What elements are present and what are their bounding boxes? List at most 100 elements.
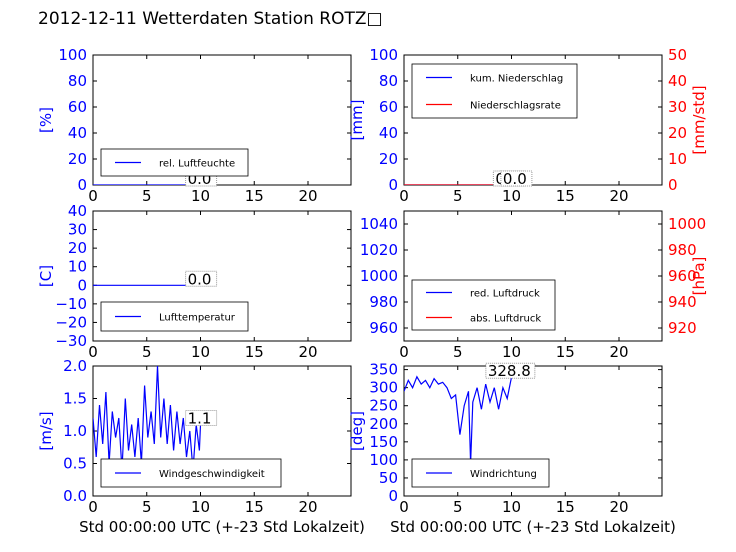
y-tick-label: 20 <box>68 239 87 257</box>
y-tick-label: 1040 <box>360 215 398 233</box>
panel-wind: 0 5 10 15 20 0.0 0.5 1.0 1.5 2.0 [m/s] Std 00:00:00… <box>37 357 365 536</box>
annotation-box <box>185 410 218 426</box>
x-tick-label: 0 <box>88 343 98 361</box>
y-tick-label: 150 <box>369 433 398 451</box>
legend-frame <box>411 63 578 119</box>
y-tick-label: 60 <box>68 98 87 116</box>
legend-label: rel. Luftfeuchte <box>159 159 235 170</box>
x-tick-label: 20 <box>298 187 317 205</box>
x-tick-label: 15 <box>245 343 264 361</box>
x-tick-label: 10 <box>191 187 210 205</box>
y-tick-label: −10 <box>55 295 87 313</box>
y-axis-label: [m/s] <box>37 411 55 450</box>
y-tick-label-right: 10 <box>668 150 687 168</box>
y-axis-label: [C] <box>37 265 55 287</box>
x-tick-label: 5 <box>453 343 463 361</box>
x-tick-label: 15 <box>556 498 575 516</box>
x-tick-label: 10 <box>191 343 210 361</box>
y-tick-label: 1.5 <box>63 390 87 408</box>
y-tick-label: 100 <box>369 46 398 64</box>
x-tick-label: 0 <box>399 187 409 205</box>
y-tick-label: 0 <box>77 276 87 294</box>
x-tick-label: 0 <box>88 498 98 516</box>
x-tick-label: 0 <box>399 498 409 516</box>
x-axis-label: Std 00:00:00 UTC (+-23 Std Lokalzeit) <box>79 518 365 536</box>
y-tick-label-right: 30 <box>668 98 687 116</box>
y-tick-label: 10 <box>68 258 87 276</box>
y-tick-label-right: 980 <box>668 241 697 259</box>
x-tick-label: 10 <box>502 498 521 516</box>
y-tick-label: 0.0 <box>63 487 87 505</box>
x-tick-label: 10 <box>502 343 521 361</box>
y-tick-label-right: 40 <box>668 72 687 90</box>
y-tick-label: 350 <box>369 361 398 379</box>
y-tick-label: 0 <box>388 487 398 505</box>
legend-label: Windrichtung <box>470 469 537 480</box>
x-tick-label: 15 <box>245 498 264 516</box>
y-tick-label: −20 <box>55 313 87 331</box>
legend-label: kum. Niederschlag <box>470 74 563 85</box>
y-tick-label: 50 <box>379 469 398 487</box>
legend: Windrichtung <box>411 458 550 488</box>
legend-label: abs. Luftdruck <box>470 314 541 325</box>
x-tick-label: 15 <box>556 187 575 205</box>
y-axis-label: [deg] <box>348 411 366 451</box>
x-tick-label: 0 <box>399 343 409 361</box>
legend-label: Lufttemperatur <box>159 313 236 324</box>
x-tick-label: 5 <box>453 187 463 205</box>
y-tick-label: 200 <box>369 415 398 433</box>
y-axis-label-right: [mm/std] <box>690 85 708 154</box>
y-tick-label-right: 1000 <box>668 215 706 233</box>
y-tick-label-right: 0 <box>668 176 678 194</box>
x-tick-label: 20 <box>609 498 628 516</box>
legend: Windgeschwindigkeit <box>100 458 282 488</box>
plot-frame <box>92 210 352 342</box>
annotation-box <box>485 362 536 379</box>
y-tick-label: −30 <box>55 332 87 350</box>
x-tick-label: 20 <box>609 187 628 205</box>
y-tick-label-right: 20 <box>668 124 687 142</box>
annotation-label: 0.0 <box>188 270 212 288</box>
y-axis-label: [mm] <box>348 100 366 141</box>
x-tick-label: 15 <box>556 343 575 361</box>
x-tick-label: 20 <box>298 343 317 361</box>
y-tick-label: 20 <box>68 150 87 168</box>
panel-pressure: 0 5 10 15 20 960 980 1000 1020 1040 920 940 960 980 10… <box>360 210 708 361</box>
y-tick-label: 20 <box>379 150 398 168</box>
y-tick-label: 60 <box>379 98 398 116</box>
x-tick-label: 5 <box>142 187 152 205</box>
legend: Lufttemperatur <box>100 301 249 332</box>
y-tick-label: 960 <box>369 319 398 337</box>
legend-label: Windgeschwindigkeit <box>159 469 265 480</box>
legend-frame <box>411 279 556 331</box>
y-tick-label: 100 <box>369 451 398 469</box>
y-tick-label: 0.5 <box>63 455 87 473</box>
y-tick-label-right: 50 <box>668 46 687 64</box>
y-tick-label: 30 <box>68 221 87 239</box>
y-tick-label: 0 <box>388 176 398 194</box>
y-axis-label: [%] <box>37 107 55 133</box>
x-tick-label: 15 <box>245 187 264 205</box>
y-tick-label: 40 <box>379 124 398 142</box>
series-line-windrichtung <box>404 375 513 464</box>
y-tick-label: 1.0 <box>63 422 87 440</box>
legend-label: red. Luftdruck <box>470 289 540 300</box>
annotation-box <box>185 270 218 287</box>
x-tick-label: 10 <box>502 187 521 205</box>
plot-frame <box>92 54 352 186</box>
panel-precip: 0 5 10 15 20 0 20 40 60 80 100 0 10 20 30 40 50 [mm] [mm/s… <box>348 46 708 205</box>
x-tick-label: 5 <box>142 498 152 516</box>
x-tick-label: 10 <box>191 498 210 516</box>
legend: kum. Niederschlag Niederschlagsrate <box>411 63 578 119</box>
x-tick-label: 20 <box>298 498 317 516</box>
legend: red. Luftdruck abs. Luftdruck <box>411 279 556 331</box>
annotation-label: 328.8 <box>488 362 531 380</box>
y-tick-label-right: 940 <box>668 293 697 311</box>
y-tick-label: 80 <box>68 72 87 90</box>
plot-frame <box>403 54 663 186</box>
y-tick-label: 1020 <box>360 241 398 259</box>
x-tick-label: 5 <box>453 498 463 516</box>
y-tick-label: 2.0 <box>63 357 87 375</box>
